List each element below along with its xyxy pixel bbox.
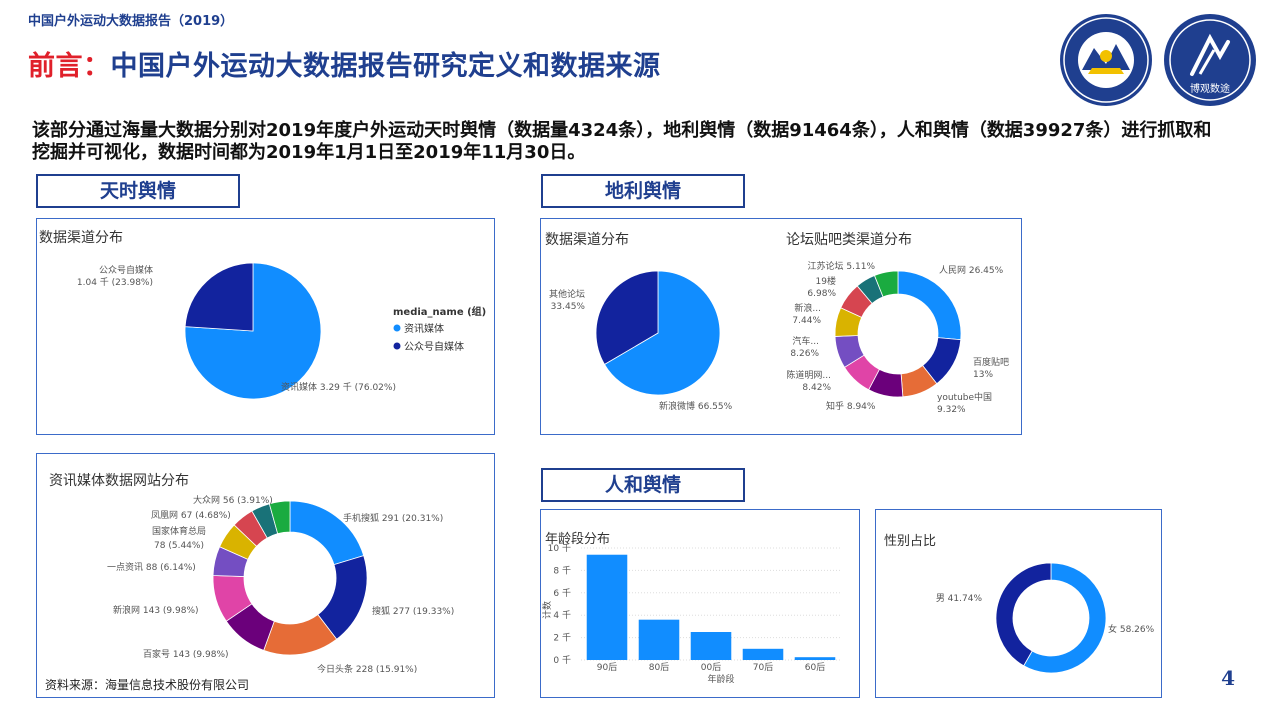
legend-swatch-gzh <box>393 342 401 350</box>
chart-title-age: 年龄段分布 <box>545 532 611 547</box>
chart-title: 数据渠道分布 <box>39 230 123 246</box>
news-label-7: 凤凰网 67 (4.68%) <box>151 510 231 521</box>
report-label: 中国户外运动大数据报告（2019） <box>28 14 234 29</box>
cma-logo <box>1060 14 1152 106</box>
panel-age: 年龄段分布 0 千 2 千 4 千 6 千 8 千 10 千 90后 80后 00后 70后 60… <box>540 509 860 698</box>
gender-label-male: 男 41.74% <box>936 593 983 604</box>
section-tianshi: 天时舆情 <box>36 174 240 208</box>
news-label-3: 百家号 143 (9.98%) <box>143 648 229 660</box>
age-xtick-1: 80后 <box>649 662 669 673</box>
donut-label-19lou: 19楼 <box>816 275 836 287</box>
panel-news-sites: 资讯媒体数据网站分布 手机搜狐 291 (20.31%) 搜狐 277 (19.… <box>36 453 495 698</box>
age-ytick-4: 8 千 <box>553 565 571 576</box>
age-ytick-5: 10 千 <box>548 543 571 554</box>
section-dili: 地利舆情 <box>541 174 745 208</box>
pie-label-gzh: 公众号自媒体 <box>99 264 153 276</box>
donut-label-baidu: 百度贴吧 <box>973 356 1009 368</box>
title-prefix: 前言： <box>28 51 111 82</box>
age-ytick-1: 2 千 <box>553 633 571 644</box>
age-ytick-0: 0 千 <box>553 655 571 666</box>
donut-chart-gender: 女 58.26% 男 41.74% <box>936 562 1155 674</box>
donut-label-auto-value: 8.26% <box>790 349 819 359</box>
donut-label-renmin: 人民网 26.45% <box>939 265 1004 276</box>
age-xtick-0: 90后 <box>597 662 617 673</box>
boguan-logo-text: 博观数途 <box>1190 82 1230 95</box>
pie-label-other-forum-value: 33.45% <box>551 302 586 312</box>
gender-donut-slice-0[interactable] <box>1023 562 1107 674</box>
gender-donut-slice-1[interactable] <box>995 562 1052 667</box>
news-label-5: 一点资讯 88 (6.14%) <box>107 562 196 573</box>
donut-label-zhihu: 知乎 8.94% <box>826 400 876 412</box>
donut-label-baidu-value: 13% <box>973 370 993 380</box>
panel-gender: 性别占比 女 58.26% 男 41.74% <box>875 509 1162 698</box>
age-ytick-3: 6 千 <box>553 588 571 599</box>
legend-swatch-zixun <box>393 324 401 332</box>
donut-label-jiangsu: 江苏论坛 5.11% <box>808 260 876 272</box>
chart-title-gender: 性别占比 <box>884 534 937 549</box>
age-xlabel: 年龄段 <box>707 673 734 685</box>
news-donut-slice-9[interactable] <box>268 500 291 535</box>
age-bar-0[interactable] <box>586 554 628 660</box>
pie-label-other-forum: 其他论坛 <box>549 288 585 300</box>
age-xtick-4: 60后 <box>805 662 825 673</box>
dili-pie-slice-1[interactable] <box>595 270 659 365</box>
pie-label-zixun: 资讯媒体 3.29 千 (76.02%) <box>281 381 396 393</box>
donut-label-auto: 汽车... <box>792 335 819 347</box>
gender-label-female: 女 58.26% <box>1108 623 1155 635</box>
forum-donut-slice-9[interactable] <box>873 270 899 298</box>
donut-label-sina-value: 7.44% <box>792 316 821 326</box>
legend-item-gzh: 公众号自媒体 <box>404 340 464 353</box>
chart-title-forum: 论坛贴吧类渠道分布 <box>786 232 912 248</box>
donut-label-chen: 陈道明网... <box>786 369 831 381</box>
section-renhe: 人和舆情 <box>541 468 745 502</box>
news-label-6-value: 78 (5.44%) <box>154 541 204 551</box>
legend-item-zixun: 资讯媒体 <box>404 323 444 335</box>
title-main: 中国户外运动大数据报告研究定义和数据来源 <box>110 51 661 82</box>
dili-pie-slice-0[interactable] <box>603 270 721 396</box>
pie-chart-channel: 公众号自媒体 1.04 千 (23.98%) 资讯媒体 3.29 千 (76.0… <box>77 262 486 400</box>
age-bar-4[interactable] <box>794 657 836 660</box>
donut-chart-news: 手机搜狐 291 (20.31%) 搜狐 277 (19.33%) 今日头条 2… <box>107 494 454 675</box>
donut-label-19lou-value: 6.98% <box>807 289 836 299</box>
page-title: 前言：中国户外运动大数据报告研究定义和数据来源 <box>28 44 661 83</box>
panel-dili-channel: 数据渠道分布 论坛贴吧类渠道分布 其他论坛 33.45% 新浪微博 66.55%… <box>540 218 1022 435</box>
chart-title-dili: 数据渠道分布 <box>545 232 629 248</box>
donut-label-chen-value: 8.42% <box>802 383 831 393</box>
news-label-0: 手机搜狐 291 (20.31%) <box>343 512 443 524</box>
age-ylabel: 计数 <box>541 601 553 619</box>
donut-label-sina: 新浪... <box>794 302 821 314</box>
boguan-logo: 博观数途 <box>1164 14 1256 106</box>
news-label-4: 新浪网 143 (9.98%) <box>113 604 199 616</box>
dili-charts: 其他论坛 33.45% 新浪微博 66.55% 人民网 26.45% 百度贴吧 … <box>549 260 1009 415</box>
news-label-2: 今日头条 228 (15.91%) <box>317 663 417 675</box>
news-donut-slice-0[interactable] <box>289 500 365 566</box>
panel-tianshi-channel: 数据渠道分布 公众号自媒体 1.04 千 (23.98%) 资讯媒体 3.29 … <box>36 218 495 435</box>
bar-chart-age: 0 千 2 千 4 千 6 千 8 千 10 千 90后 80后 00后 70后 60后 计数 年… <box>541 543 841 685</box>
forum-donut-slice-0[interactable] <box>897 270 962 341</box>
channel-pie-slice-1[interactable] <box>184 262 254 332</box>
pie-label-weibo: 新浪微博 66.55% <box>659 400 733 412</box>
age-bar-3[interactable] <box>742 648 784 660</box>
age-ytick-2: 4 千 <box>553 610 571 621</box>
news-label-6: 国家体育总局 <box>152 525 206 537</box>
donut-label-youtube-value: 9.32% <box>937 405 966 415</box>
intro-paragraph: 该部分通过海量大数据分别对2019年度户外运动天时舆情（数据量4324条），地利… <box>32 120 1212 163</box>
source-note: 资料来源：海量信息技术股份有限公司 <box>45 678 250 692</box>
legend-title: media_name (组) <box>393 305 486 318</box>
news-label-8: 大众网 56 (3.91%) <box>193 494 273 506</box>
page-number: 4 <box>1221 666 1235 690</box>
donut-label-youtube: youtube中国 <box>937 391 992 403</box>
age-bar-1[interactable] <box>638 619 680 660</box>
age-bar-2[interactable] <box>690 632 732 660</box>
age-xtick-2: 00后 <box>701 662 721 673</box>
pie-label-gzh-value: 1.04 千 (23.98%) <box>77 277 153 288</box>
news-label-1: 搜狐 277 (19.33%) <box>372 605 454 617</box>
chart-title-news: 资讯媒体数据网站分布 <box>49 473 189 489</box>
age-xtick-3: 70后 <box>753 662 773 673</box>
